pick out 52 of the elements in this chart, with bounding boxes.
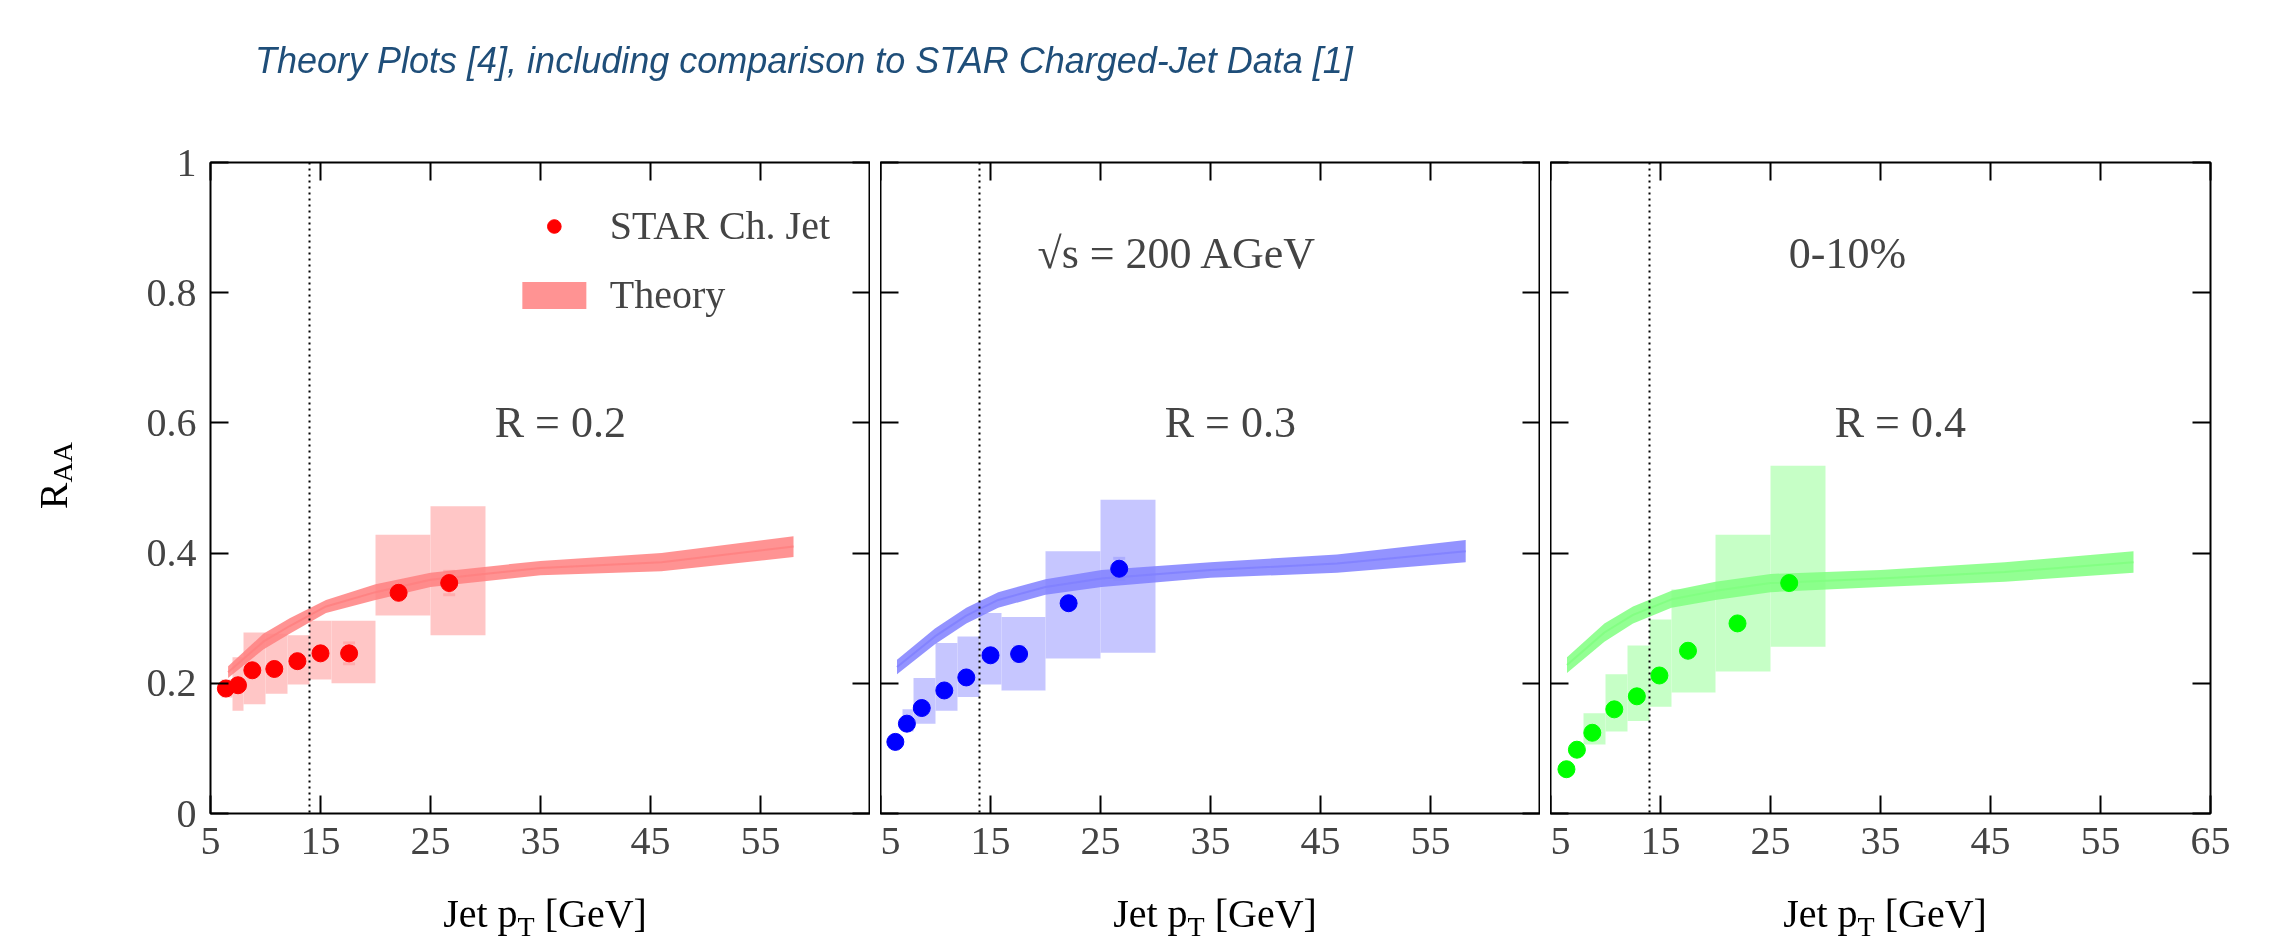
x-tick-label: 25 xyxy=(410,817,451,863)
point xyxy=(1557,760,1576,779)
x-tick-label: 25 xyxy=(1750,817,1791,863)
x-tick-label: 45 xyxy=(630,817,671,863)
point xyxy=(1627,687,1646,706)
x-tick-label: 15 xyxy=(300,817,341,863)
point xyxy=(897,714,916,733)
x-tick-label: 45 xyxy=(1970,817,2011,863)
x-axis-title: Jet p$_{T}$ [GeV] xyxy=(442,890,648,944)
x-tick-label: 65 xyxy=(2190,817,2231,863)
x-tick-label: 15 xyxy=(1640,817,1681,863)
annotation: 0-10% xyxy=(1788,229,1907,279)
annotation: R = 0.2 xyxy=(494,398,626,448)
point xyxy=(1780,574,1799,593)
point xyxy=(886,732,905,751)
point xyxy=(1059,594,1078,613)
x-tick-label: 35 xyxy=(1190,817,1231,863)
x-tick-label: 35 xyxy=(520,817,561,863)
legend-label: Theory xyxy=(609,271,726,318)
x-tick-label: 5 xyxy=(880,817,901,863)
chart-title: Theory Plots [4], including comparison to STAR Charged-Jet Data [1] xyxy=(255,39,1353,83)
point xyxy=(1728,614,1747,633)
x-tick-label: 15 xyxy=(970,817,1011,863)
point xyxy=(1679,641,1697,660)
annotation: R = 0.4 xyxy=(1834,398,1966,448)
x-tick-label: 25 xyxy=(1080,817,1121,863)
annotation: √s = 200 AGeV xyxy=(1037,229,1316,279)
y-tick-label: 1 xyxy=(176,139,197,185)
point xyxy=(389,583,408,602)
y-tick-label: 0.2 xyxy=(146,660,197,706)
point xyxy=(1650,666,1669,685)
point xyxy=(229,676,247,695)
point xyxy=(935,681,954,700)
y-tick-label: 0.6 xyxy=(146,399,197,445)
annotation: R = 0.3 xyxy=(1164,398,1296,448)
point xyxy=(1110,559,1129,578)
x-tick-label: 5 xyxy=(1550,817,1571,863)
x-tick-label: 5 xyxy=(200,817,221,863)
y-tick-label: 0.8 xyxy=(146,269,197,315)
x-tick-label: 55 xyxy=(2080,817,2121,863)
point xyxy=(440,574,459,593)
x-tick-label: 55 xyxy=(740,817,781,863)
point xyxy=(957,668,976,687)
x-tick-label: 45 xyxy=(1300,817,1341,863)
x-axis-title: Jet p$_{T}$ [GeV] xyxy=(1112,890,1318,944)
y-tick-label: 0.4 xyxy=(146,530,197,576)
x-axis-title: Jet p$_{T}$ [GeV] xyxy=(1782,890,1988,944)
point xyxy=(1567,740,1586,759)
x-tick-label: 55 xyxy=(1410,817,1451,863)
x-tick-label: 35 xyxy=(1860,817,1901,863)
legend-label: STAR Ch. Jet xyxy=(609,202,830,249)
y-tick-label: 0 xyxy=(176,790,197,836)
